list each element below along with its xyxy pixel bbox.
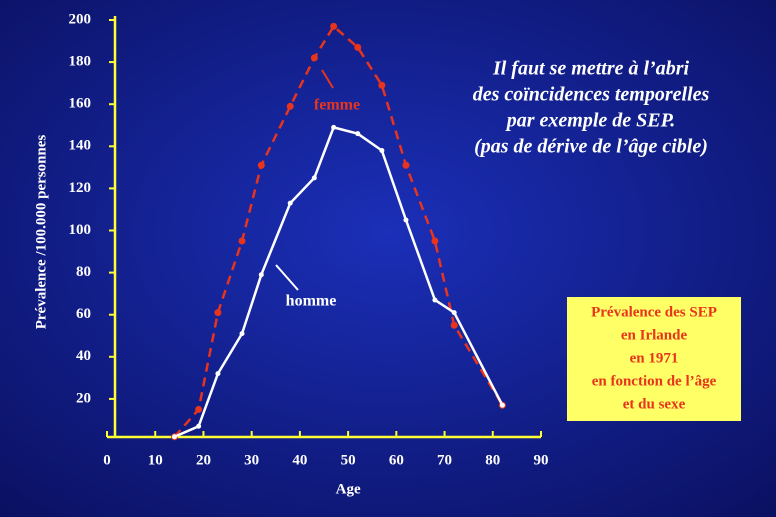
y-tick-label: 80 xyxy=(76,264,91,280)
point xyxy=(214,309,222,317)
series-label: homme xyxy=(286,293,337,310)
point xyxy=(402,161,410,169)
message-line: par exemple de SEP. xyxy=(505,110,676,132)
y-tick-label: 40 xyxy=(76,348,91,364)
point xyxy=(331,124,337,130)
point xyxy=(499,402,505,408)
series-line xyxy=(173,24,504,438)
point xyxy=(196,423,202,429)
x-tick-label: 80 xyxy=(485,452,500,468)
note-line: en fonction de l’âge xyxy=(592,373,717,389)
x-tick-label: 50 xyxy=(341,452,356,468)
y-tick-label: 180 xyxy=(69,54,92,70)
note-line: en 1971 xyxy=(630,350,679,366)
point xyxy=(431,237,439,245)
note-line: en Irlande xyxy=(621,327,688,343)
y-tick-label: 100 xyxy=(69,222,92,238)
message-line: des coïncidences temporelles xyxy=(473,84,710,106)
series-label: femme xyxy=(314,97,360,114)
note-line: Prévalence des SEP xyxy=(591,304,717,320)
y-tick-label: 200 xyxy=(69,11,92,27)
message-line: (pas de dérive de l’âge cible) xyxy=(474,136,708,158)
point xyxy=(355,131,361,137)
point xyxy=(239,331,245,337)
x-tick-label: 20 xyxy=(196,452,211,468)
point xyxy=(330,22,338,30)
point xyxy=(195,405,203,413)
y-tick-label: 140 xyxy=(69,138,92,154)
x-tick-label: 10 xyxy=(148,452,163,468)
leader-line xyxy=(321,69,334,89)
x-tick-label: 30 xyxy=(244,452,259,468)
series-line xyxy=(174,125,504,438)
point xyxy=(403,217,409,223)
y-tick-label: 120 xyxy=(69,180,92,196)
point xyxy=(379,148,385,154)
point xyxy=(450,321,458,329)
point xyxy=(432,297,438,303)
point xyxy=(238,237,246,245)
point xyxy=(258,272,264,278)
point xyxy=(354,43,362,51)
note-box xyxy=(567,297,741,421)
point xyxy=(172,434,178,440)
y-axis-label: Prévalence /100.000 personnes xyxy=(33,135,49,330)
x-tick-label: 40 xyxy=(292,452,307,468)
x-tick-label: 70 xyxy=(437,452,452,468)
y-tick-label: 160 xyxy=(69,96,92,112)
point xyxy=(215,371,221,377)
x-axis-label: Age xyxy=(336,481,361,497)
point xyxy=(286,102,294,110)
y-tick-label: 60 xyxy=(76,306,91,322)
point xyxy=(310,54,318,62)
point xyxy=(311,175,317,181)
x-tick-label: 90 xyxy=(534,452,549,468)
point xyxy=(287,200,293,206)
x-tick-label: 60 xyxy=(389,452,404,468)
x-tick-label: 0 xyxy=(103,452,111,468)
message-line: Il faut se mettre à l’abri xyxy=(492,58,690,80)
point xyxy=(451,310,457,316)
note-line: et du sexe xyxy=(623,396,686,412)
point xyxy=(378,81,386,89)
leader-line xyxy=(275,264,299,291)
y-tick-label: 20 xyxy=(76,390,91,406)
point xyxy=(257,161,265,169)
